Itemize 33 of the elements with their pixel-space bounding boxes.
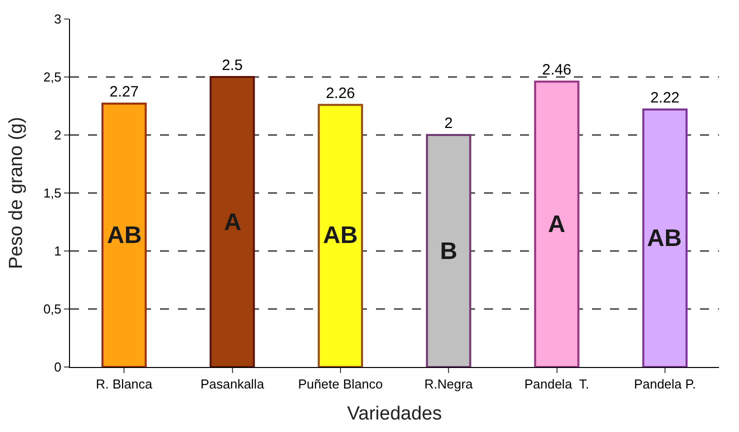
annotation: AB: [107, 222, 142, 249]
y-tick-label: 3: [54, 12, 62, 27]
data-label: 2.46: [542, 62, 572, 79]
data-label: 2.22: [650, 89, 680, 106]
data-label: 2.5: [222, 57, 243, 74]
annotation: B: [440, 238, 458, 265]
annotation: A: [548, 211, 566, 238]
y-axis-title: Peso de grano (g): [6, 116, 28, 270]
x-tick-label: R. Blanca: [96, 376, 154, 392]
y-tick-label: 0,5: [43, 302, 62, 317]
annotation: AB: [647, 225, 682, 252]
data-label: 2: [444, 115, 453, 132]
y-tick-label: 0: [54, 360, 62, 375]
data-label: 2.27: [109, 84, 139, 101]
bar: [318, 104, 364, 367]
x-tick-label: Pandela T.: [524, 376, 590, 392]
y-tick-label: 1,5: [43, 186, 62, 201]
x-axis-title: Variedades: [347, 403, 442, 424]
bar: [534, 80, 580, 367]
x-tick-label: R.Negra: [424, 376, 474, 392]
annotation: A: [224, 209, 242, 236]
bar: [426, 134, 472, 367]
x-tick-label: Pasankalla: [200, 376, 265, 392]
bar: [101, 102, 147, 367]
x-tick-label: Puñete Blanco: [298, 376, 383, 392]
bar: [210, 76, 255, 367]
bar: [642, 108, 688, 367]
data-label: 2.26: [326, 84, 356, 102]
y-tick-label: 2,5: [43, 70, 62, 85]
x-tick-label: Pandela P.: [634, 376, 696, 392]
y-tick-label: 2: [54, 128, 62, 143]
annotation: AB: [323, 222, 358, 249]
y-tick-label: 1: [54, 244, 62, 259]
